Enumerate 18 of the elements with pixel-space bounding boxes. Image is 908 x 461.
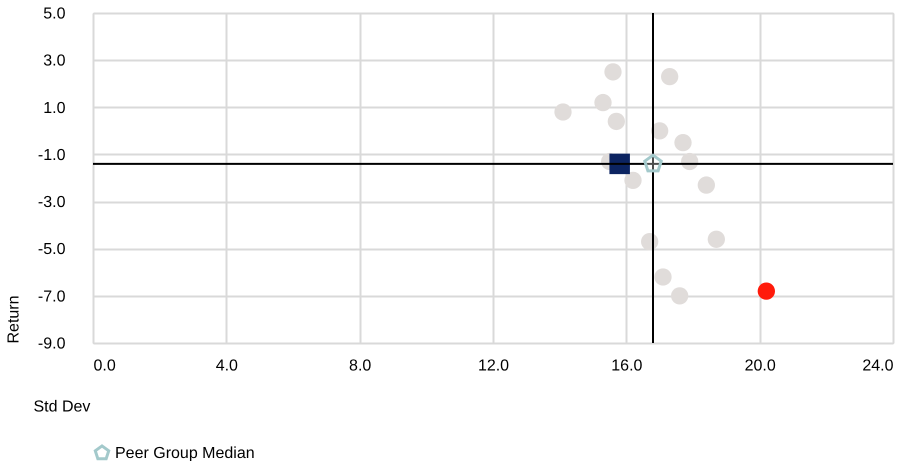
x-tick-label: 8.0 <box>349 358 372 374</box>
x-tick-label: 20.0 <box>744 358 776 374</box>
y-tick-label: 1.0 <box>43 100 66 117</box>
x-tick-label: 16.0 <box>611 358 643 374</box>
y-tick-label: -1.0 <box>38 146 66 164</box>
legend-label: Peer Group Median <box>115 445 255 461</box>
y-axis-title: Return <box>6 295 22 344</box>
x-axis-title: Std Dev <box>34 398 90 416</box>
x-tick-label: 24.0 <box>862 358 894 374</box>
y-tick-label: -5.0 <box>38 241 66 258</box>
y-tick-label: -9.0 <box>38 336 66 352</box>
x-tick-label: 0.0 <box>94 358 116 374</box>
y-tick-label: -3.0 <box>38 194 66 212</box>
y-tick-label: 5.0 <box>43 6 66 22</box>
y-tick-label: -7.0 <box>38 288 66 306</box>
x-tick-label: 4.0 <box>216 358 238 374</box>
y-tick-label: 3.0 <box>43 52 66 70</box>
x-tick-label: 12.0 <box>478 358 510 374</box>
